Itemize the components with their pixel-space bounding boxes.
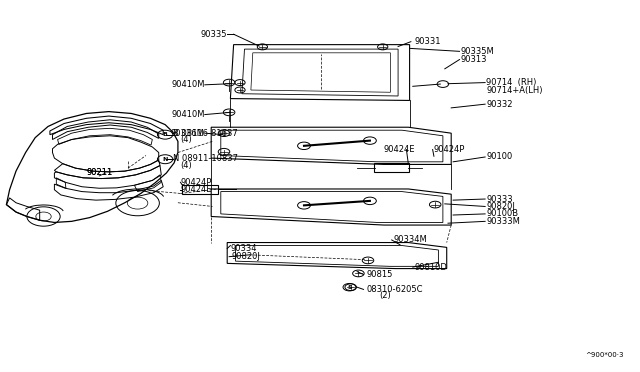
Text: 90335M: 90335M xyxy=(461,47,495,56)
Text: 90100B: 90100B xyxy=(486,209,518,218)
Text: 90333M: 90333M xyxy=(486,217,520,226)
Text: 90100: 90100 xyxy=(486,153,513,161)
Text: B: B xyxy=(163,132,168,137)
Text: N 08911-10837: N 08911-10837 xyxy=(173,154,238,163)
Text: 90815: 90815 xyxy=(366,270,392,279)
Text: 90334: 90334 xyxy=(230,244,257,253)
Text: 90332: 90332 xyxy=(486,100,513,109)
Text: S: S xyxy=(347,285,352,290)
Text: 90335: 90335 xyxy=(201,30,227,39)
Text: 90424P: 90424P xyxy=(434,145,465,154)
Text: B 08116-81637: B 08116-81637 xyxy=(173,129,237,138)
Text: 90424E: 90424E xyxy=(180,185,212,194)
Text: 90410M: 90410M xyxy=(172,110,205,119)
Text: 90714+A(LH): 90714+A(LH) xyxy=(486,86,543,94)
Text: 90820J: 90820J xyxy=(232,252,260,261)
Text: 90334M: 90334M xyxy=(394,235,428,244)
Text: 90820J: 90820J xyxy=(486,202,515,211)
Text: (2): (2) xyxy=(379,291,390,300)
Text: 90333: 90333 xyxy=(486,195,513,203)
Text: ^900*00·3: ^900*00·3 xyxy=(586,352,624,358)
Text: 90211: 90211 xyxy=(86,169,113,177)
Text: 90336M: 90336M xyxy=(171,129,205,138)
Text: 90313: 90313 xyxy=(461,55,487,64)
Text: N: N xyxy=(163,157,168,162)
Text: 08310-6205C: 08310-6205C xyxy=(366,285,422,294)
Text: 90714  (RH): 90714 (RH) xyxy=(486,78,537,87)
Text: 90211: 90211 xyxy=(86,169,113,177)
Text: 90331: 90331 xyxy=(414,37,440,46)
Text: 90410M: 90410M xyxy=(172,80,205,89)
Text: 90424E: 90424E xyxy=(384,145,415,154)
Text: (4): (4) xyxy=(180,135,192,144)
Text: 90424P: 90424P xyxy=(180,178,212,187)
Text: 90810D: 90810D xyxy=(415,263,447,272)
Text: (4): (4) xyxy=(180,161,192,170)
